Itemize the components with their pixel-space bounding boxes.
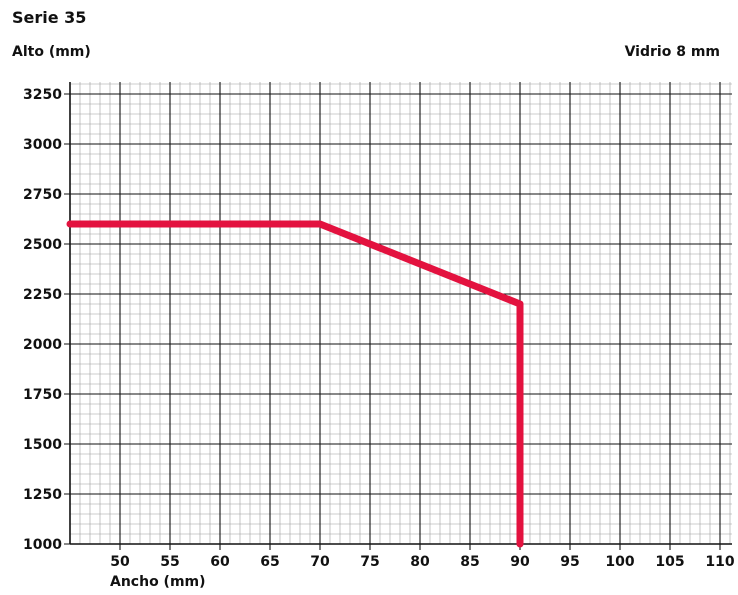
y-tick-label: 2750 <box>23 187 62 203</box>
axes <box>69 82 732 545</box>
y-tick-label: 2250 <box>23 287 62 303</box>
y-tick-label: 3250 <box>23 87 62 103</box>
x-tick-label: 100 <box>605 554 634 570</box>
minor-grid <box>70 82 732 544</box>
x-tick-label: 70 <box>310 554 330 570</box>
y-tick-label: 1250 <box>23 487 62 503</box>
x-tick-label: 55 <box>160 554 179 570</box>
tick-labels: 50 55 60 65 70 75 80 85 90 95 100 105 110 1000 1250 150… <box>23 87 735 570</box>
chart-title: Serie 35 <box>12 8 87 27</box>
x-tick-label: 90 <box>510 554 530 570</box>
x-tick-label: 80 <box>410 554 430 570</box>
y-tick-label: 2000 <box>23 337 62 353</box>
x-tick-label: 95 <box>560 554 579 570</box>
x-tick-label: 75 <box>360 554 379 570</box>
x-tick-label: 105 <box>655 554 684 570</box>
y-axis-label: Alto (mm) <box>12 44 91 60</box>
y-tick-label: 3000 <box>23 137 62 153</box>
major-grid <box>64 82 732 550</box>
y-tick-label: 1500 <box>23 437 62 453</box>
series-line <box>66 220 524 548</box>
y-tick-label: 1000 <box>23 537 62 553</box>
x-axis-label: Ancho (mm) <box>110 574 206 590</box>
x-tick-label: 50 <box>110 554 130 570</box>
series-layer <box>66 220 524 548</box>
glass-annotation: Vidrio 8 mm <box>624 44 720 60</box>
y-tick-label: 1750 <box>23 387 62 403</box>
y-tick-label: 2500 <box>23 237 62 253</box>
x-tick-label: 110 <box>705 554 734 570</box>
x-tick-label: 60 <box>210 554 230 570</box>
x-tick-label: 65 <box>260 554 279 570</box>
x-tick-label: 85 <box>460 554 479 570</box>
